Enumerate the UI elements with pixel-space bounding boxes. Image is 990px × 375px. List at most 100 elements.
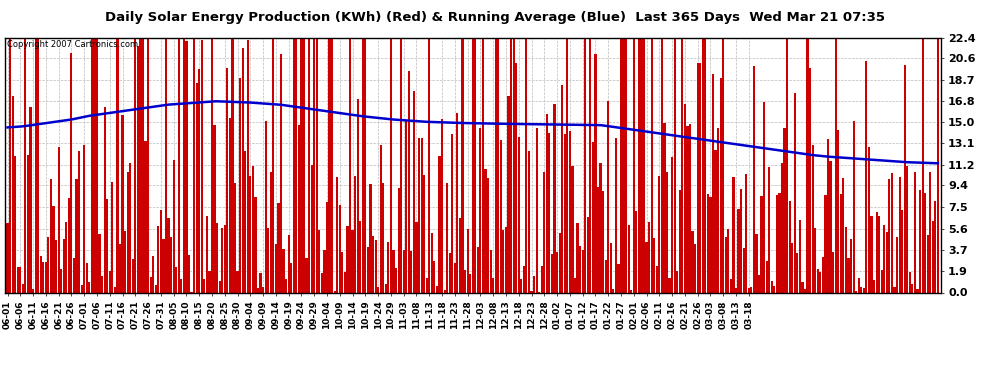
Bar bbox=[832, 252, 835, 292]
Text: Daily Solar Energy Production (KWh) (Red) & Running Average (Blue)  Last 365 Day: Daily Solar Energy Production (KWh) (Red… bbox=[105, 11, 885, 24]
Bar bbox=[331, 38, 334, 292]
Bar bbox=[886, 232, 888, 292]
Bar bbox=[142, 38, 145, 292]
Bar bbox=[208, 272, 211, 292]
Bar bbox=[912, 284, 914, 292]
Bar bbox=[198, 69, 200, 292]
Bar bbox=[129, 162, 132, 292]
Bar bbox=[500, 140, 502, 292]
Bar bbox=[416, 222, 418, 292]
Bar bbox=[571, 166, 573, 292]
Bar bbox=[227, 68, 229, 292]
Bar bbox=[466, 229, 468, 292]
Bar bbox=[855, 291, 857, 292]
Bar bbox=[149, 277, 151, 292]
Bar bbox=[526, 38, 528, 292]
Bar bbox=[681, 38, 683, 292]
Bar bbox=[531, 291, 533, 292]
Bar bbox=[37, 38, 40, 292]
Bar bbox=[157, 226, 159, 292]
Bar bbox=[742, 248, 744, 292]
Bar bbox=[752, 66, 755, 292]
Bar bbox=[937, 38, 940, 292]
Bar bbox=[870, 216, 872, 292]
Bar bbox=[361, 38, 364, 292]
Bar bbox=[581, 250, 584, 292]
Bar bbox=[318, 230, 321, 292]
Bar bbox=[712, 74, 714, 292]
Bar bbox=[653, 238, 655, 292]
Bar bbox=[725, 237, 727, 292]
Bar bbox=[917, 290, 919, 292]
Bar bbox=[569, 130, 571, 292]
Bar bbox=[429, 38, 431, 292]
Bar bbox=[114, 287, 116, 292]
Bar bbox=[6, 223, 9, 292]
Bar bbox=[633, 38, 635, 292]
Bar bbox=[783, 128, 786, 292]
Bar bbox=[733, 177, 735, 292]
Bar bbox=[17, 267, 19, 292]
Bar bbox=[348, 38, 351, 292]
Bar bbox=[684, 104, 686, 292]
Bar bbox=[177, 38, 180, 292]
Bar bbox=[536, 128, 538, 292]
Bar bbox=[842, 178, 844, 292]
Bar bbox=[91, 38, 93, 292]
Bar bbox=[272, 38, 274, 292]
Bar bbox=[65, 222, 67, 292]
Bar bbox=[786, 38, 788, 292]
Bar bbox=[426, 278, 428, 292]
Bar bbox=[196, 83, 198, 292]
Bar bbox=[750, 288, 752, 292]
Bar bbox=[96, 38, 98, 292]
Bar bbox=[747, 288, 749, 292]
Bar bbox=[326, 202, 328, 292]
Bar bbox=[901, 210, 903, 292]
Bar bbox=[801, 282, 804, 292]
Bar bbox=[40, 256, 42, 292]
Text: Copyright 2007 Cartronics.com: Copyright 2007 Cartronics.com bbox=[7, 40, 138, 49]
Bar bbox=[55, 240, 57, 292]
Bar bbox=[860, 287, 862, 292]
Bar bbox=[282, 249, 285, 292]
Bar bbox=[216, 224, 218, 292]
Bar bbox=[799, 220, 801, 292]
Bar bbox=[135, 38, 137, 292]
Bar bbox=[101, 276, 103, 292]
Bar bbox=[655, 266, 657, 292]
Bar bbox=[735, 288, 738, 292]
Bar bbox=[745, 174, 747, 292]
Bar bbox=[728, 229, 730, 292]
Bar bbox=[738, 209, 740, 292]
Bar bbox=[513, 38, 515, 292]
Bar bbox=[550, 254, 553, 292]
Bar bbox=[329, 38, 331, 292]
Bar bbox=[888, 179, 890, 292]
Bar bbox=[760, 196, 762, 292]
Bar bbox=[765, 261, 768, 292]
Bar bbox=[924, 192, 927, 292]
Bar bbox=[660, 38, 663, 292]
Bar bbox=[111, 182, 114, 292]
Bar bbox=[927, 235, 929, 292]
Bar bbox=[45, 262, 47, 292]
Bar bbox=[359, 221, 361, 292]
Bar bbox=[403, 249, 405, 292]
Bar bbox=[471, 38, 474, 292]
Bar bbox=[214, 124, 216, 292]
Bar bbox=[862, 288, 865, 292]
Bar bbox=[576, 224, 578, 292]
Bar bbox=[605, 260, 607, 292]
Bar bbox=[906, 166, 909, 292]
Bar bbox=[691, 231, 694, 292]
Bar bbox=[324, 250, 326, 292]
Bar bbox=[857, 278, 859, 292]
Bar bbox=[374, 240, 376, 292]
Bar bbox=[190, 291, 193, 292]
Bar bbox=[768, 166, 770, 292]
Bar bbox=[645, 242, 647, 292]
Bar bbox=[354, 176, 356, 292]
Bar bbox=[458, 218, 461, 292]
Bar bbox=[290, 263, 292, 292]
